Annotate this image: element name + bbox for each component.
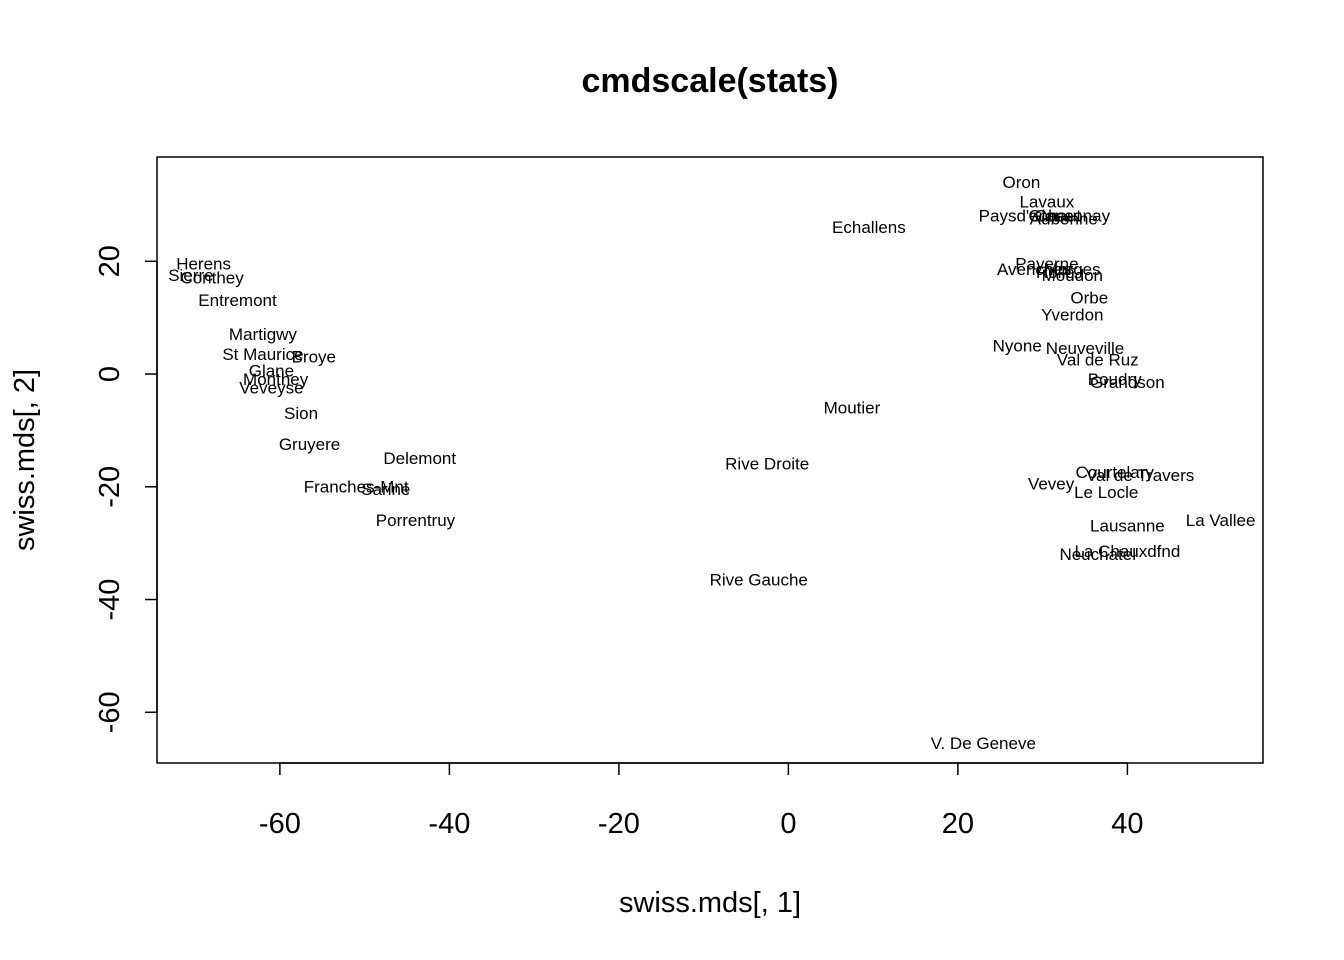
point-label: Lausanne bbox=[1090, 517, 1165, 536]
x-axis-label: swiss.mds[, 1] bbox=[619, 887, 801, 919]
point-label: Neuveville bbox=[1046, 339, 1124, 358]
point-label: Payerne bbox=[1015, 255, 1078, 274]
y-tick-label: -20 bbox=[94, 466, 126, 508]
point-label: Paysd'enhaut bbox=[979, 207, 1082, 226]
point-label: La Vallee bbox=[1186, 511, 1256, 530]
point-label: La Chauxdfnd bbox=[1074, 542, 1180, 561]
point-label: Gruyere bbox=[279, 435, 340, 454]
point-label: Le Locle bbox=[1074, 483, 1138, 502]
point-label: St Maurice bbox=[222, 345, 303, 364]
y-tick-label: 20 bbox=[94, 245, 126, 277]
point-label: Cossonay bbox=[1035, 207, 1111, 226]
point-labels: OronLavauxPaysd'enhautGlaneAubonneCosson… bbox=[168, 173, 1255, 753]
point-label: Broye bbox=[292, 348, 336, 367]
point-label: Vevey bbox=[1028, 474, 1075, 493]
chart-title: cmdscale(stats) bbox=[581, 62, 838, 100]
point-label: Boudry bbox=[1088, 370, 1142, 389]
point-label: Delemont bbox=[383, 449, 456, 468]
point-label: Avenches bbox=[997, 260, 1071, 279]
point-label: Conthey bbox=[180, 269, 244, 288]
point-label: Moudon bbox=[1042, 266, 1103, 285]
point-label: Martigwy bbox=[229, 325, 298, 344]
point-label: Entremont bbox=[198, 291, 277, 310]
point-label: Neuchatel bbox=[1059, 545, 1136, 564]
point-label: Echallens bbox=[832, 218, 906, 237]
point-label: Morges bbox=[1044, 260, 1101, 279]
point-label: V. De Geneve bbox=[931, 734, 1036, 753]
point-label: Sion bbox=[284, 404, 318, 423]
point-label: Val de Ruz bbox=[1057, 350, 1139, 369]
point-label: Glane bbox=[249, 362, 294, 381]
x-tick-label: -20 bbox=[598, 808, 640, 840]
point-label: Porrentruy bbox=[376, 511, 456, 530]
y-tick-label: -60 bbox=[94, 691, 126, 733]
point-label: Rive Gauche bbox=[710, 570, 808, 589]
point-label: Moutier bbox=[824, 398, 881, 417]
point-label: Nyone bbox=[993, 336, 1042, 355]
point-label: Sarine bbox=[361, 480, 410, 499]
plot-frame bbox=[156, 156, 1264, 764]
point-label: Herens bbox=[176, 255, 231, 274]
point-label: Veveyse bbox=[239, 379, 303, 398]
x-tick-label: 40 bbox=[1111, 808, 1143, 840]
point-label: Aubonne bbox=[1030, 210, 1098, 229]
x-tick-label: 20 bbox=[942, 808, 974, 840]
point-label: Val de Travers bbox=[1086, 466, 1194, 485]
point-label: Lavaux bbox=[1019, 193, 1074, 212]
x-axis: -60 -40 -20 0 20 40 bbox=[259, 762, 1144, 840]
point-label: Oron bbox=[1003, 173, 1041, 192]
point-label: Yverdon bbox=[1041, 305, 1103, 324]
point-label: Franches-Mnt bbox=[304, 477, 409, 496]
point-label: Sierre bbox=[168, 266, 213, 285]
point-label: Rive Droite bbox=[725, 455, 809, 474]
point-label: Orbe bbox=[1070, 288, 1108, 307]
y-axis-label: swiss.mds[, 2] bbox=[9, 369, 41, 551]
point-label: Grandson bbox=[1090, 373, 1165, 392]
point-label: Monthey bbox=[243, 370, 309, 389]
x-tick-label: 0 bbox=[780, 808, 796, 840]
y-axis: -60 -40 -20 0 20 bbox=[94, 245, 158, 733]
y-tick-label: -40 bbox=[94, 579, 126, 621]
point-label: Rolle bbox=[1036, 263, 1075, 282]
point-label: Courtelary bbox=[1075, 463, 1154, 482]
y-tick-label: 0 bbox=[94, 366, 126, 382]
point-label: Glane bbox=[1028, 207, 1073, 226]
x-tick-label: -60 bbox=[259, 808, 301, 840]
x-tick-label: -40 bbox=[428, 808, 470, 840]
